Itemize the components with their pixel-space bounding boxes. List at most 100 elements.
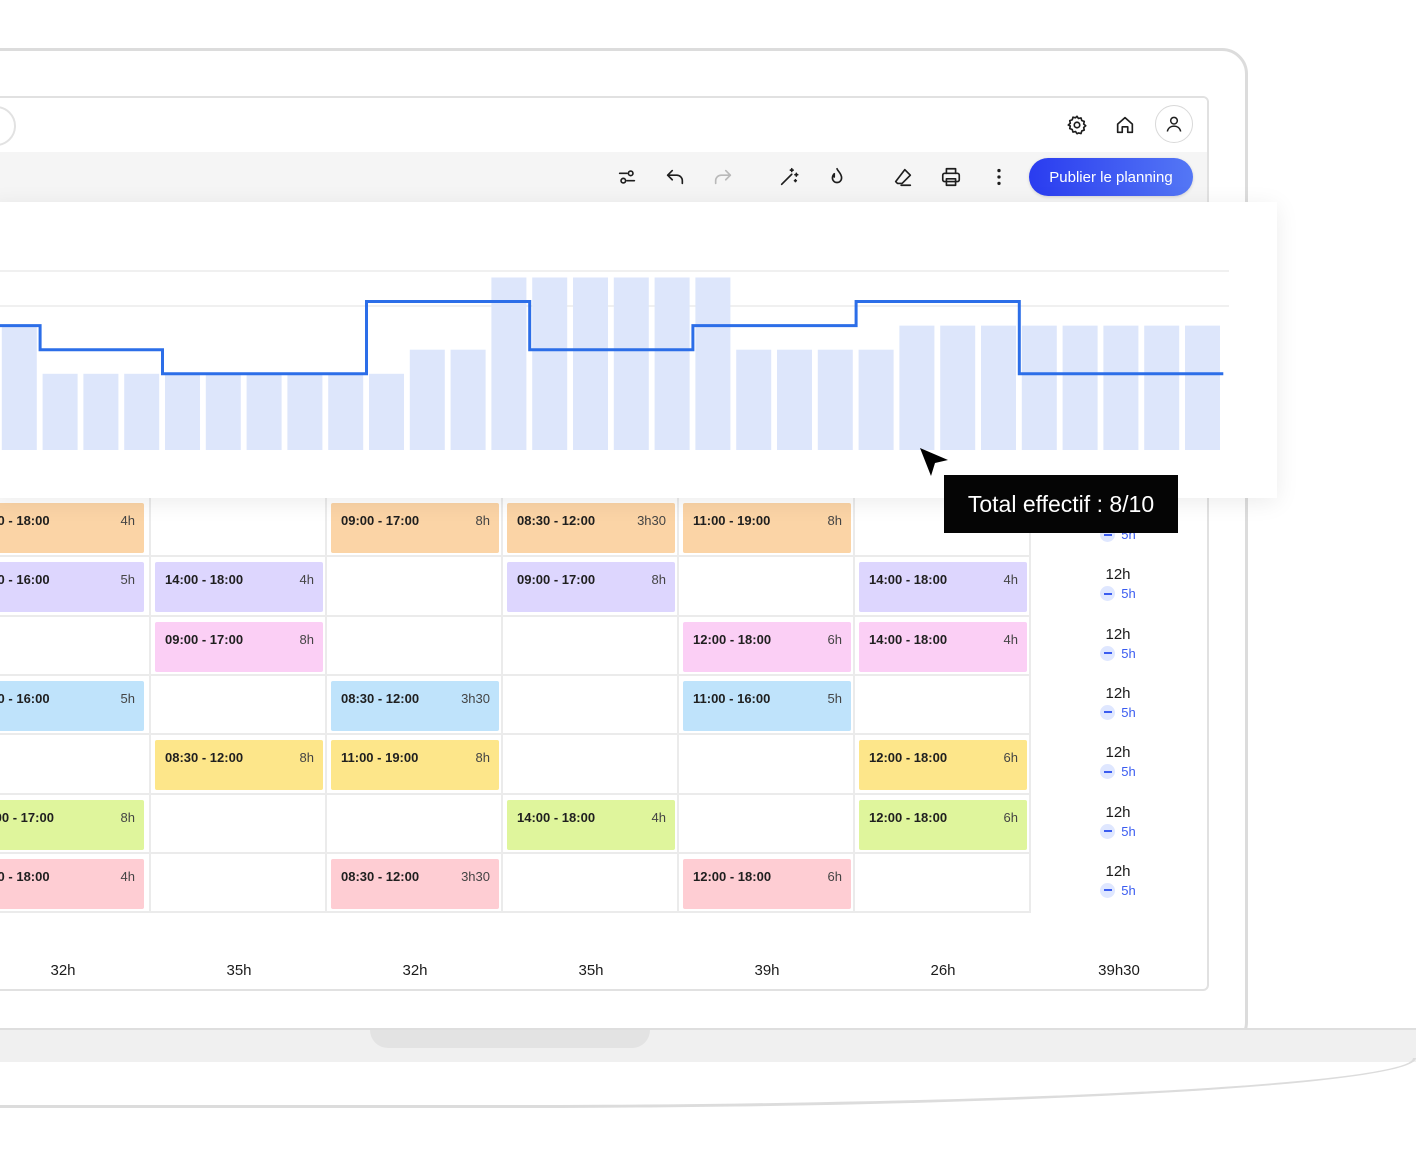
shift-card[interactable]: 11:00 - 19:00 8h (331, 740, 499, 791)
staffing-chart-card (0, 202, 1277, 498)
chart-bar[interactable] (1185, 325, 1220, 450)
home-icon[interactable] (1110, 110, 1140, 140)
shift-card[interactable]: 11:00 - 19:00 8h (683, 503, 851, 553)
chart-bar[interactable] (654, 277, 690, 450)
shift-duration: 6h (1003, 750, 1018, 766)
shift-time: 08:30 - 12:00 (165, 750, 244, 766)
chart-bar[interactable] (246, 373, 282, 450)
shift-time: 11:00 - 19:00 (341, 750, 419, 766)
chart-bar[interactable] (532, 277, 568, 450)
eraser-icon[interactable] (888, 162, 918, 192)
chart-bar[interactable] (450, 349, 486, 450)
row-total-hours: 12h (1105, 744, 1131, 762)
shift-time: :00 - 18:00 (0, 868, 50, 884)
chart-bar[interactable] (491, 277, 527, 450)
user-avatar-button[interactable] (1155, 105, 1193, 143)
shift-duration: 6h (1003, 809, 1018, 825)
shift-card[interactable]: 12:00 - 18:00 6h (683, 621, 851, 672)
row-diff-value: 5h (1121, 882, 1136, 898)
shift-duration: 8h (475, 750, 490, 766)
row-total-diff: 5h (1072, 764, 1164, 780)
shift-time: :00 - 16:00 (0, 572, 50, 588)
settings-icon[interactable] (1062, 110, 1092, 140)
shift-time: :00 - 16:00 (0, 690, 50, 706)
column-total-hours: 35h (226, 962, 252, 979)
chart-bar[interactable] (695, 277, 731, 450)
chart-bar[interactable] (736, 349, 772, 450)
row-total-diff: 5h (1072, 882, 1164, 898)
publish-planning-button[interactable]: Publier le planning (1029, 158, 1193, 196)
shift-card[interactable]: 14:00 - 18:00 4h (859, 621, 1027, 672)
chart-bar[interactable] (369, 373, 404, 450)
print-icon[interactable] (936, 162, 966, 192)
chart-bar[interactable] (287, 373, 323, 450)
shift-duration: 4h (299, 572, 314, 588)
shift-card[interactable]: 08:30 - 12:00 3h30 (507, 503, 675, 553)
chart-bar[interactable] (83, 373, 119, 450)
shift-time: 11:00 - 16:00 (693, 690, 771, 706)
row-diff-value: 5h (1121, 704, 1136, 720)
shift-card[interactable]: 08:30 - 12:00 8h (155, 740, 323, 791)
refresh-icon[interactable] (822, 162, 852, 192)
shift-card[interactable]: 14:00 - 18:00 4h (859, 562, 1027, 613)
shift-card[interactable]: 11:00 - 16:00 5h (683, 680, 851, 731)
staffing-step-line (0, 300, 1224, 376)
shift-card[interactable]: :00 - 18:00 4h (0, 503, 144, 553)
chart-bar[interactable] (1021, 325, 1057, 450)
chart-bar[interactable] (940, 325, 976, 450)
chart-bar[interactable] (777, 349, 812, 450)
shift-card[interactable]: ):00 - 17:00 8h (0, 799, 144, 850)
row-total-diff: 5h (1072, 586, 1164, 602)
shift-duration: 3h30 (461, 868, 490, 884)
more-vertical-icon[interactable] (984, 162, 1014, 192)
chart-bar[interactable] (205, 373, 241, 450)
user-icon (1166, 116, 1182, 132)
magic-wand-icon[interactable] (774, 162, 804, 192)
chart-bar[interactable] (858, 349, 894, 450)
shift-card[interactable]: 08:30 - 12:00 3h30 (331, 858, 499, 909)
row-total-diff: 5h (1072, 645, 1164, 661)
row-diff-value: 5h (1121, 823, 1136, 839)
chart-bar[interactable] (573, 277, 608, 450)
chart-bar[interactable] (409, 349, 445, 450)
grid-column-divider (325, 498, 327, 913)
chart-bar[interactable] (42, 373, 78, 450)
filter-icon[interactable] (612, 162, 642, 192)
shift-card[interactable]: 08:30 - 12:00 3h30 (331, 680, 499, 731)
shift-card[interactable]: 09:00 - 17:00 8h (331, 503, 499, 553)
shift-card[interactable]: :00 - 16:00 5h (0, 680, 144, 731)
shift-card[interactable]: :00 - 18:00 4h (0, 858, 144, 909)
shift-time: 14:00 - 18:00 (869, 631, 948, 647)
chart-bar[interactable] (124, 373, 160, 450)
shift-card[interactable]: 12:00 - 18:00 6h (859, 740, 1027, 791)
chart-bar[interactable] (613, 277, 649, 450)
minus-icon (1100, 704, 1116, 720)
chart-bar[interactable] (1144, 325, 1180, 450)
chart-bar[interactable] (899, 325, 935, 450)
shift-card[interactable]: 12:00 - 18:00 6h (859, 799, 1027, 850)
column-total-hours: 32h (402, 962, 428, 979)
chart-bar[interactable] (1062, 325, 1098, 450)
chart-bar[interactable] (1103, 325, 1139, 450)
shift-card[interactable]: 14:00 - 18:00 4h (507, 799, 675, 850)
shift-duration: 3h30 (461, 690, 490, 706)
shift-card[interactable]: 12:00 - 18:00 6h (683, 858, 851, 909)
chart-bar[interactable] (165, 373, 200, 450)
chart-bar[interactable] (1, 325, 37, 450)
chart-bar[interactable] (328, 373, 364, 450)
shift-card[interactable]: :00 - 16:00 5h (0, 562, 144, 613)
row-total-diff: 5h (1072, 704, 1164, 720)
top-bar: ⌃ (0, 98, 1207, 152)
shift-time: 14:00 - 18:00 (869, 572, 948, 588)
undo-icon[interactable] (660, 162, 690, 192)
shift-card[interactable]: 09:00 - 17:00 8h (507, 562, 675, 613)
shift-card[interactable]: 14:00 - 18:00 4h (155, 562, 323, 613)
shift-card[interactable]: 09:00 - 17:00 8h (155, 621, 323, 672)
redo-icon[interactable] (708, 162, 738, 192)
chart-bar[interactable] (817, 349, 853, 450)
chart-bar[interactable] (981, 325, 1016, 450)
period-selector[interactable]: ⌃ (0, 106, 16, 146)
